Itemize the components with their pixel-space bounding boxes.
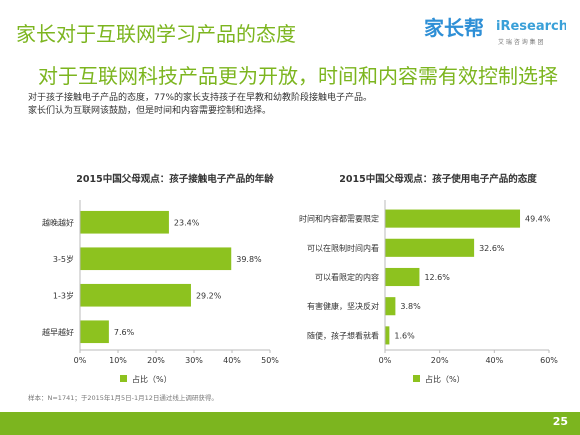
jiazhangbang-logo-text: 家长帮	[424, 16, 484, 40]
bar	[80, 210, 169, 234]
jiazhangbang-logo: 家长帮	[424, 16, 484, 40]
category-label: 越早越好	[42, 327, 74, 337]
x-tick-label: 40%	[485, 356, 503, 365]
source-note: 样本：N=1741；于2015年1月5日-1月12日通过线上调研获得。	[28, 394, 218, 402]
category-label: 可以在限制时间内看	[307, 243, 379, 253]
attitude-chart-legend-swatch	[413, 375, 420, 382]
page-subtitle: 对于互联网科技产品更为开放，时间和内容需有效控制选择	[38, 64, 558, 88]
value-label: 23.4%	[174, 218, 200, 227]
page-number: 25	[552, 415, 568, 428]
age-chart-title: 2015中国父母观点：孩子接触电子产品的年龄	[76, 173, 274, 185]
footer-bar	[0, 412, 580, 435]
category-label: 1-3岁	[53, 290, 74, 300]
age-chart-legend-swatch	[120, 375, 127, 382]
x-tick-label: 20%	[431, 356, 449, 365]
value-label: 3.8%	[400, 302, 421, 311]
value-label: 32.6%	[479, 244, 505, 253]
category-label: 越晚越好	[42, 217, 74, 227]
x-tick-label: 10%	[109, 356, 127, 365]
bar	[80, 320, 109, 344]
x-tick-label: 0%	[74, 356, 87, 365]
bar	[385, 267, 420, 287]
age-chart: 2015中国父母观点：孩子接触电子产品的年龄 越晚越好 23.4% 3-5岁 39.8…	[42, 173, 279, 384]
value-label: 1.6%	[394, 331, 415, 340]
x-tick-label: 0%	[379, 356, 392, 365]
bar	[80, 283, 191, 307]
value-label: 29.2%	[196, 291, 222, 300]
iresearch-logo: iResearch 艾 瑞 咨 询 集 团	[496, 19, 566, 46]
value-label: 39.8%	[236, 255, 262, 264]
x-tick-label: 20%	[147, 356, 165, 365]
iresearch-logo-subtext: 艾 瑞 咨 询 集 团	[498, 38, 544, 46]
x-tick-label: 40%	[223, 356, 241, 365]
attitude-chart: 2015中国父母观点：孩子使用电子产品的态度 时间和内容都需要限定 49.4% 可以…	[299, 173, 558, 384]
category-label: 随便，孩子想看就看	[307, 330, 379, 340]
category-label: 有害健康，坚决反对	[307, 301, 379, 311]
iresearch-logo-text: iResearch	[496, 19, 566, 34]
x-tick-label: 50%	[261, 356, 279, 365]
x-tick-label: 60%	[540, 356, 558, 365]
value-label: 12.6%	[424, 273, 450, 282]
category-label: 3-5岁	[53, 254, 74, 264]
description-line-2: 家长们认为互联网该鼓励，但是时间和内容需要控制和选择。	[28, 106, 272, 116]
x-tick-label: 30%	[185, 356, 203, 365]
bar	[385, 297, 396, 316]
category-label: 时间和内容都需要限定	[299, 214, 379, 224]
bar	[385, 209, 521, 228]
bar	[385, 326, 390, 345]
bar	[80, 247, 232, 271]
page-title: 家长对于互联网学习产品的态度	[16, 22, 296, 46]
age-chart-legend-label: 占比（%）	[132, 374, 172, 384]
value-label: 49.4%	[525, 215, 551, 224]
category-label: 可以看限定的内容	[315, 272, 379, 282]
description-line-1: 对于孩子接触电子产品的态度，77%的家长支持孩子在早教和幼教阶段接触电子产品。	[28, 93, 373, 103]
value-label: 7.6%	[114, 328, 135, 337]
attitude-chart-title: 2015中国父母观点：孩子使用电子产品的态度	[339, 173, 537, 185]
attitude-chart-legend-label: 占比（%）	[425, 374, 465, 384]
bar	[385, 238, 475, 257]
